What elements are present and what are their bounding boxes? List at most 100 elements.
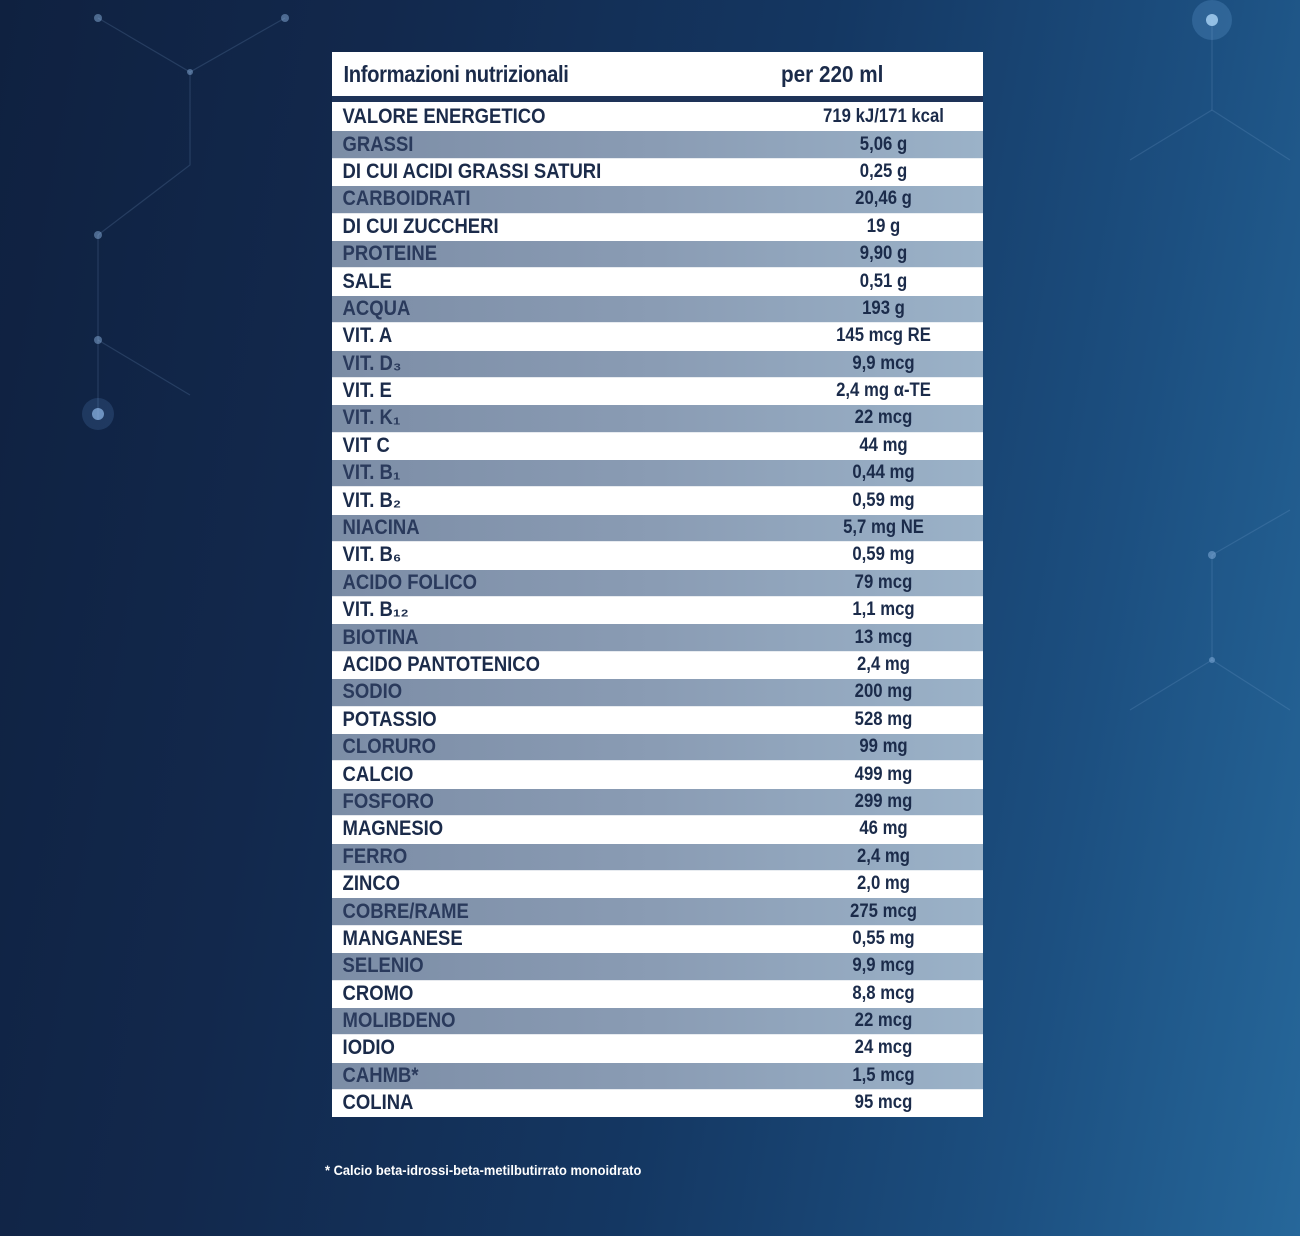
nutrient-name: COLINA (342, 1091, 414, 1115)
table-row: COBRE/RAME 275 mcg (332, 898, 983, 926)
nutrient-value: 44 mg (859, 434, 908, 456)
nutrient-name: VIT. B₂ (342, 488, 402, 512)
table-row: PROTEINE 9,90 g (332, 240, 983, 269)
nutrient-value: 145 mcg RE (836, 325, 931, 347)
table-row: SALE 0,51 g (332, 268, 983, 296)
nutrient-name: FERRO (342, 844, 408, 868)
nutrient-name: ZINCO (342, 872, 401, 896)
nutrient-value: 22 mcg (854, 1010, 913, 1032)
nutrient-name: MAGNESIO (342, 817, 444, 841)
nutrient-value: 1,5 mcg (852, 1064, 915, 1086)
table-row: CLORURO 99 mg (332, 733, 983, 762)
footnote: * Calcio beta-idrossi-beta-metilbutirrat… (325, 1162, 642, 1178)
table-row: MANGANESE 0,55 mg (332, 925, 983, 954)
table-row: FERRO 2,4 mg (332, 843, 983, 871)
table-row: CARBOIDRATI 20,46 g (332, 186, 983, 214)
table-row: CAHMB* 1,5 mcg (332, 1062, 983, 1091)
nutrient-value: 5,06 g (859, 133, 908, 155)
table-row: VALORE ENERGETICO 719 kJ/171 kcal (332, 104, 983, 132)
table-row: SODIO 200 mg (332, 679, 983, 707)
nutrition-table: Informazioni nutrizionali per 220 ml VAL… (332, 52, 983, 1118)
table-row: VIT. B₆ 0,59 mg (332, 542, 983, 570)
nutrient-name: VALORE ENERGETICO (342, 105, 546, 129)
table-row: MOLIBDENO 22 mcg (332, 1007, 983, 1036)
nutrient-name: BIOTINA (342, 625, 419, 649)
table-row: VIT. B₂ 0,59 mg (332, 487, 983, 515)
nutrient-value: 9,9 mcg (852, 352, 915, 374)
nutrient-name: IODIO (342, 1036, 395, 1060)
nutrient-value: 24 mcg (854, 1037, 913, 1059)
nutrient-name: DI CUI ZUCCHERI (342, 214, 499, 238)
table-row: MAGNESIO 46 mg (332, 816, 983, 844)
nutrient-name: ACIDO PANTOTENICO (342, 653, 541, 676)
nutrient-name: VIT. K₁ (342, 406, 401, 430)
nutrient-value: 200 mg (854, 681, 913, 703)
nutrient-name: DI CUI ACIDI GRASSI SATURI (342, 159, 602, 183)
nutrient-name: POTASSIO (342, 707, 437, 731)
table-row: ACIDO PANTOTENICO 2,4 mg (332, 651, 983, 680)
header-value: per 220 ml (781, 60, 884, 87)
nutrient-value: 5,7 mg NE (843, 517, 924, 539)
nutrient-value: 0,25 g (859, 160, 908, 182)
table-row: VIT. B₁₂ 1,1 mcg (332, 597, 983, 625)
table-row: FOSFORO 299 mg (332, 788, 983, 817)
table-row: GRASSI 5,06 g (332, 131, 983, 159)
table-header: Informazioni nutrizionali per 220 ml (332, 52, 983, 102)
nutrient-value: 1,1 mcg (852, 599, 915, 621)
nutrient-name: VIT C (342, 433, 390, 457)
nutrient-name: CLORURO (342, 735, 436, 759)
nutrient-value: 46 mg (859, 818, 908, 840)
nutrient-name: CAHMB* (342, 1063, 419, 1087)
nutrient-name: NIACINA (342, 516, 420, 540)
nutrient-value: 19 g (866, 215, 901, 237)
nutrient-value: 0,55 mg (852, 927, 915, 949)
nutrient-value: 8,8 mcg (852, 982, 915, 1004)
nutrient-name: CROMO (342, 981, 414, 1005)
nutrient-name: SALE (342, 269, 392, 293)
nutrient-value: 2,4 mg (857, 654, 910, 675)
nutrient-value: 299 mg (854, 790, 913, 812)
table-body: VALORE ENERGETICO 719 kJ/171 kcal GRASSI 5,… (332, 102, 983, 1118)
nutrient-value: 9,9 mcg (852, 955, 915, 977)
nutrient-name: MOLIBDENO (342, 1009, 456, 1033)
nutrient-value: 95 mcg (854, 1092, 913, 1114)
nutrient-name: FOSFORO (342, 789, 434, 813)
table-row: SELENIO 9,9 mcg (332, 953, 983, 981)
nutrient-value: 2,4 mg α-TE (836, 380, 931, 402)
nutrient-value: 528 mg (854, 708, 913, 730)
table-row: COLINA 95 mcg (332, 1090, 983, 1118)
nutrient-value: 99 mg (859, 736, 908, 758)
nutrient-name: GRASSI (342, 132, 414, 156)
nutrient-value: 2,0 mg (857, 873, 910, 895)
table-row: DI CUI ACIDI GRASSI SATURI 0,25 g (332, 158, 983, 187)
nutrient-value: 22 mcg (854, 407, 913, 429)
table-row: VIT. B₁ 0,44 mg (332, 460, 983, 488)
table-row: CALCIO 499 mg (332, 761, 983, 789)
nutrient-value: 0,59 mg (852, 544, 915, 566)
table-row: VIT. K₁ 22 mcg (332, 405, 983, 433)
nutrient-value: 9,90 g (859, 243, 908, 265)
table-row: CROMO 8,8 mcg (332, 980, 983, 1008)
table-row: NIACINA 5,7 mg NE (332, 514, 983, 543)
nutrient-name: PROTEINE (342, 242, 438, 266)
table-row: VIT. E 2,4 mg α-TE (332, 377, 983, 406)
nutrient-value: 719 kJ/171 kcal (823, 106, 944, 128)
nutrient-value: 0,44 mg (852, 462, 915, 484)
nutrient-value: 0,59 mg (852, 489, 915, 511)
nutrient-name: CALCIO (342, 762, 414, 786)
nutrient-name: COBRE/RAME (342, 899, 469, 923)
nutrient-value: 13 mcg (854, 626, 913, 648)
table-row: VIT. D₃ 9,9 mcg (332, 350, 983, 378)
nutrient-name: SELENIO (342, 954, 424, 978)
table-row: POTASSIO 528 mg (332, 706, 983, 734)
nutrient-value: 499 mg (854, 763, 913, 785)
table-row: VIT C 44 mg (332, 432, 983, 461)
nutrient-name: VIT. B₁₂ (342, 598, 409, 622)
nutrient-name: MANGANESE (342, 926, 463, 950)
nutrient-name: SODIO (342, 680, 403, 704)
table-row: DI CUI ZUCCHERI 19 g (332, 213, 983, 241)
nutrient-value: 20,46 g (855, 188, 912, 210)
nutrient-value: 275 mcg (850, 900, 917, 922)
nutrient-name: VIT. A (342, 324, 393, 348)
